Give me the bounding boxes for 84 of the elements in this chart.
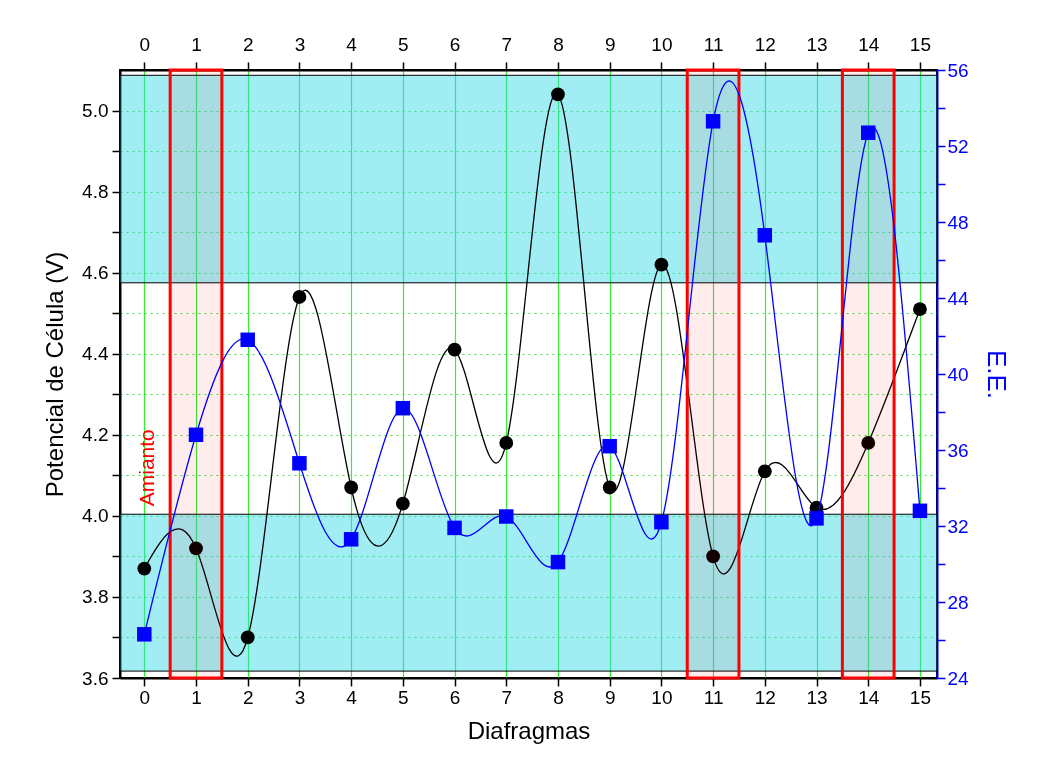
x2-tick-label: 0 [139, 33, 151, 55]
point [912, 503, 928, 519]
point [292, 456, 307, 471]
x-tick-label: 8 [553, 686, 564, 708]
y-tick-label: 4.4 [82, 343, 109, 365]
x2-tick-label: 4 [346, 33, 358, 55]
point [240, 332, 255, 348]
x2-tick-label: 6 [449, 33, 461, 55]
point [447, 520, 462, 536]
x2-tick-label: 12 [754, 33, 776, 55]
point [188, 427, 204, 443]
y2-axis-title: E.E. [981, 349, 1012, 400]
y-tick-label: 4.2 [82, 424, 109, 446]
y2-tick-label: 32 [947, 515, 969, 537]
x-tick-label: 15 [909, 686, 932, 708]
y2-tick-label: 24 [947, 667, 970, 689]
point [757, 464, 772, 479]
x-tick-label: 13 [806, 686, 828, 708]
x-tick-label: 14 [858, 686, 880, 708]
x2-tick-label: 10 [651, 33, 673, 55]
y-tick-label: 3.8 [82, 586, 109, 608]
point [551, 87, 565, 102]
x-tick-label: 4 [346, 686, 358, 708]
band-label: Amianto [135, 429, 158, 507]
y2-tick-label: 56 [947, 59, 969, 81]
x-tick-label: 6 [449, 686, 461, 708]
y2-tick-label: 28 [947, 591, 969, 613]
x-tick-label: 1 [191, 686, 202, 708]
point [913, 302, 927, 317]
x2-tick-label: 2 [242, 33, 254, 55]
x2-tick-label: 9 [604, 33, 616, 55]
x2-tick-label: 14 [858, 33, 880, 55]
x-tick-label: 9 [604, 686, 616, 708]
point [654, 514, 669, 530]
point [809, 511, 824, 526]
point [550, 554, 566, 570]
x-tick-label: 10 [651, 686, 673, 708]
point [499, 509, 514, 524]
x2-tick-label: 5 [398, 33, 409, 55]
point [189, 541, 203, 556]
point [602, 480, 617, 495]
x2-tick-label: 8 [553, 33, 564, 55]
point [861, 436, 876, 450]
y2-tick-label: 36 [947, 439, 969, 461]
x-axis-title: Diafragmas [467, 716, 591, 744]
y2-tick-label: 48 [947, 211, 969, 233]
point [395, 400, 411, 416]
x2-tick-label: 11 [703, 33, 724, 55]
point [447, 342, 462, 357]
x2-tick-label: 3 [294, 33, 306, 55]
y-tick-label: 3.6 [82, 667, 109, 689]
x-tick-label: 7 [501, 686, 513, 708]
point [292, 290, 307, 304]
y-axis-title: Potencial de Célula (V) [41, 251, 69, 498]
point [137, 561, 152, 576]
x2-tick-label: 13 [806, 33, 828, 55]
point [344, 480, 359, 495]
y2-tick-label: 40 [947, 363, 969, 385]
point [395, 496, 410, 511]
x-tick-label: 5 [398, 686, 409, 708]
x-tick-label: 3 [294, 686, 306, 708]
point [860, 125, 876, 140]
point [757, 228, 773, 243]
y-tick-label: 5.0 [82, 100, 109, 122]
point [240, 630, 255, 645]
x-tick-label: 0 [139, 686, 151, 708]
y2-tick-label: 44 [947, 287, 970, 309]
point [654, 257, 669, 272]
point [499, 436, 514, 450]
point [705, 114, 721, 129]
y-tick-label: 4.8 [82, 181, 109, 203]
x2-tick-label: 15 [909, 33, 932, 55]
point [602, 438, 617, 454]
y-tick-label: 4.0 [82, 505, 109, 527]
x-tick-label: 12 [754, 686, 776, 708]
point [137, 627, 152, 642]
x-tick-label: 2 [242, 686, 254, 708]
x2-tick-label: 1 [191, 33, 202, 55]
point [343, 532, 359, 547]
x-tick-label: 11 [703, 686, 724, 708]
point [706, 549, 720, 564]
y-tick-label: 4.6 [82, 262, 109, 284]
y2-tick-label: 52 [947, 135, 969, 157]
x2-tick-label: 7 [501, 33, 513, 55]
